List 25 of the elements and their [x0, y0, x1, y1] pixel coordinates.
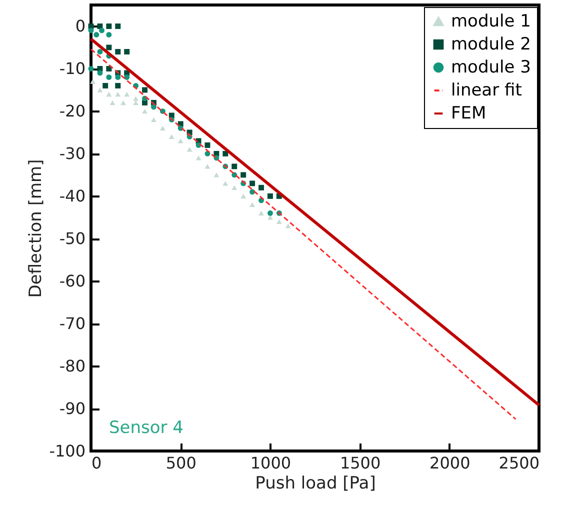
- x-tick-label: 1500: [340, 454, 381, 472]
- y-tick-label: -40: [59, 186, 86, 206]
- y-axis-title: Deflection [mm]: [26, 159, 46, 298]
- y-tick-label: -70: [59, 314, 86, 334]
- x-tick-label: 1000: [250, 454, 292, 472]
- y-tick-label: -80: [59, 356, 86, 376]
- x-tick-label: 500: [166, 454, 196, 472]
- legend-label: FEM: [451, 104, 486, 124]
- x-axis-title: Push load [Pa]: [255, 474, 376, 494]
- y-tick-label: -60: [59, 272, 86, 291]
- x-tick-label: 0: [92, 454, 102, 472]
- y-tick-label: -30: [59, 144, 86, 164]
- legend-label: module 3: [451, 58, 531, 78]
- y-tick-label: 0: [75, 16, 86, 36]
- y-tick-label: -100: [49, 442, 86, 460]
- legend-label: module 2: [451, 34, 531, 54]
- legend-label: linear fit: [451, 80, 522, 100]
- y-tick-label: -10: [59, 59, 86, 78]
- y-tick-label: -90: [59, 399, 86, 418]
- x-tick-label: 2500: [498, 454, 540, 472]
- annotation: Sensor 4: [109, 418, 184, 438]
- x-tick-label: 2000: [430, 454, 470, 472]
- y-tick-label: -50: [59, 229, 86, 248]
- legend-label: module 1: [451, 12, 531, 32]
- y-tick-label: -20: [59, 102, 86, 121]
